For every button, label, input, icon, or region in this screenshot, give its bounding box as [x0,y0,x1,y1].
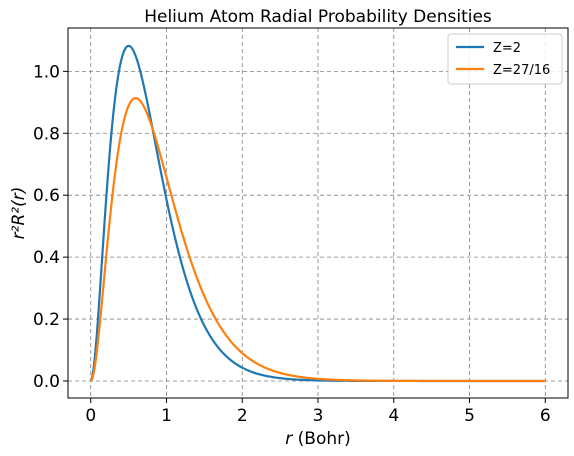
x-ticks: 0 1 2 3 4 5 6 [85,398,551,426]
x-tick-label: 4 [388,406,399,426]
y-tick-label: 1.0 [33,62,60,82]
x-axis-label-unit: (Bohr) [298,429,351,449]
y-ticks: 0.0 0.2 0.4 0.6 0.8 1.0 [33,62,68,392]
legend: Z=2 Z=27/16 [447,33,563,85]
y-tick-label: 0.8 [33,124,60,144]
x-axis-label: r (Bohr) [285,429,351,449]
chart-title: Helium Atom Radial Probability Densities [144,7,492,27]
y-axis-label: r²R²(r) [9,187,29,240]
x-tick-label: 1 [161,406,172,426]
y-tick-label: 0.0 [33,372,60,392]
y-tick-label: 0.2 [33,310,60,330]
x-tick-label: 6 [540,406,551,426]
legend-label: Z=2 [493,41,521,56]
x-tick-label: 0 [85,406,96,426]
y-tick-label: 0.6 [33,186,60,206]
legend-label: Z=27/16 [493,63,550,78]
x-axis-label-var: r [285,429,293,449]
x-tick-label: 3 [313,406,324,426]
series-line-2 [89,97,546,383]
x-tick-label: 5 [464,406,475,426]
x-tick-label: 2 [237,406,248,426]
y-tick-label: 0.4 [33,248,60,268]
plot-lines [89,44,546,383]
